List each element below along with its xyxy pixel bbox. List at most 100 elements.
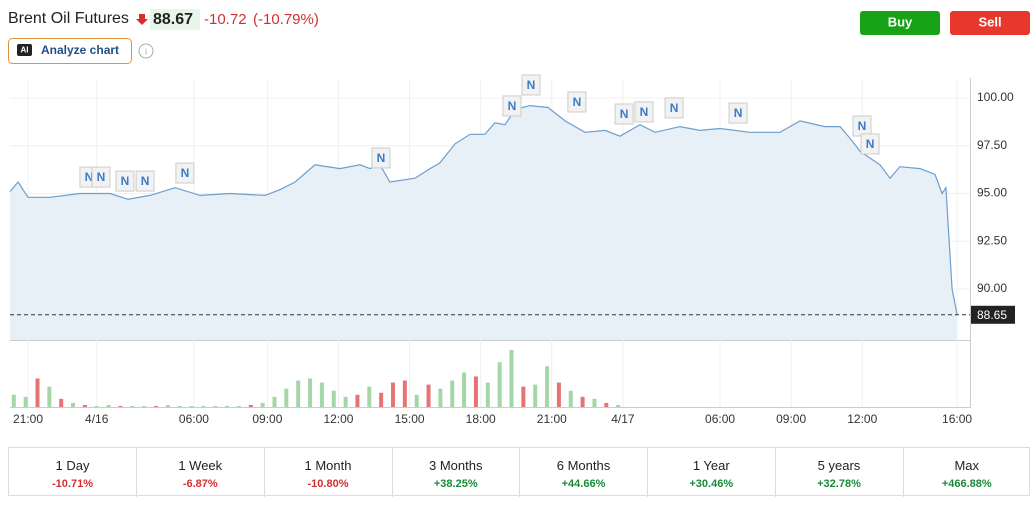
x-tick-label: 06:00 — [179, 412, 209, 426]
volume-bar — [580, 396, 585, 407]
x-tick-label: 16:00 — [942, 412, 972, 426]
news-marker — [728, 102, 748, 124]
volume-bar — [189, 405, 194, 407]
x-tick-label: 06:00 — [705, 412, 735, 426]
period-cell[interactable]: 1 Month -10.80% — [265, 448, 393, 497]
y-tick-label: 100.00 — [977, 90, 1014, 104]
change-pct: (-10.79%) — [253, 11, 319, 28]
ai-badge — [17, 44, 32, 56]
volume-bar — [94, 405, 99, 407]
volume-bar — [497, 362, 502, 407]
period-cell[interactable]: 1 Year +30.46% — [648, 448, 776, 497]
period-cell[interactable]: Max +466.88% — [903, 448, 1030, 497]
x-tick-label: 12:00 — [847, 412, 877, 426]
period-label: 1 Month — [304, 458, 352, 473]
period-cell[interactable]: 6 Months +44.66% — [520, 448, 648, 497]
period-label: 1 Week — [178, 458, 223, 473]
x-tick-label: 18:00 — [466, 412, 496, 426]
period-label: Max — [954, 458, 980, 473]
change: -10.72 — [204, 11, 247, 28]
volume-bar — [248, 404, 253, 407]
volume-bar — [11, 394, 16, 407]
volume-bar — [177, 405, 182, 407]
analyze-button[interactable] — [8, 38, 132, 64]
x-tick-label: 4/17 — [611, 412, 635, 426]
news-marker-label: N — [508, 99, 517, 113]
buy-button[interactable] — [860, 11, 940, 35]
news-marker — [115, 170, 135, 192]
period-label: 6 Months — [556, 458, 611, 473]
volume-bar — [319, 382, 324, 407]
period-change: -6.87% — [182, 478, 218, 490]
volume-bar — [379, 392, 384, 407]
volume-bar — [165, 404, 170, 407]
news-marker — [135, 170, 155, 192]
period-label: 1 Year — [692, 458, 730, 473]
down-arrow — [136, 14, 148, 25]
news-marker — [664, 97, 684, 119]
volume-bar — [142, 405, 147, 407]
volume-bar — [462, 372, 467, 407]
sell-button[interactable] — [950, 11, 1030, 35]
volume-bar — [616, 404, 621, 407]
volume-bar — [153, 405, 158, 407]
news-marker-label: N — [573, 95, 582, 109]
news-marker-label: N — [377, 151, 386, 165]
period-table: 1 Day -10.71% 1 Week -6.87% 1 Month -10.80% 3 … — [8, 447, 1030, 497]
volume-bar — [59, 398, 64, 407]
info-icon-i: i — [145, 46, 147, 56]
news-marker — [634, 101, 654, 123]
volume-bar — [485, 382, 490, 407]
volume-bar — [343, 396, 348, 407]
period-cell[interactable]: 1 Day -10.71% — [9, 448, 137, 497]
x-tick-label: 15:00 — [395, 412, 425, 426]
volume-bar — [604, 402, 609, 407]
analyze-label: Analyze chart — [41, 43, 119, 57]
volume-bar — [47, 386, 52, 407]
news-marker-label: N — [734, 106, 743, 120]
x-tick-label: 4/16 — [85, 412, 109, 426]
volume-bar — [450, 380, 455, 407]
period-change: +44.66% — [561, 478, 606, 490]
volume-bar — [402, 380, 407, 407]
volume-bar — [106, 404, 111, 407]
news-marker — [860, 133, 880, 155]
x-tick-label: 09:00 — [776, 412, 806, 426]
period-change: -10.71% — [52, 478, 93, 490]
x-tick-label: 21:00 — [13, 412, 43, 426]
volume-bar — [414, 394, 419, 407]
volume-bar — [556, 382, 561, 407]
period-label: 3 Months — [429, 458, 483, 473]
x-tick-label: 09:00 — [252, 412, 282, 426]
volume-bar — [367, 386, 372, 407]
price-line — [9, 104, 958, 315]
volume-bar — [130, 405, 135, 407]
news-marker — [614, 103, 634, 125]
news-marker-label: N — [97, 170, 106, 184]
period-cell[interactable]: 3 Months +38.25% — [392, 448, 521, 497]
period-change: -10.80% — [307, 478, 349, 490]
period-cell[interactable]: 5 years +32.78% — [776, 448, 904, 497]
news-marker — [175, 162, 195, 184]
title: Brent Oil Futures — [8, 10, 129, 27]
period-label: 5 years — [817, 458, 861, 473]
volume-bar — [568, 390, 573, 407]
news-marker — [567, 91, 587, 113]
volume-bar — [71, 402, 76, 407]
volume-bar — [438, 388, 443, 407]
buy-label: Buy — [888, 14, 913, 29]
news-marker-label: N — [620, 107, 629, 121]
volume-bar — [296, 380, 301, 407]
period-cell[interactable]: 1 Week -6.87% — [137, 448, 265, 497]
volume-bar — [201, 405, 206, 407]
volume-bar — [592, 398, 597, 407]
volume-bar — [390, 382, 395, 407]
news-marker — [521, 74, 541, 96]
volume-bar — [533, 384, 538, 407]
news-marker-label: N — [640, 105, 649, 119]
news-marker-label: N — [85, 170, 94, 184]
info-icon[interactable] — [138, 43, 154, 59]
volume-bar — [355, 394, 360, 407]
y-tick-label: 97.50 — [977, 138, 1007, 152]
